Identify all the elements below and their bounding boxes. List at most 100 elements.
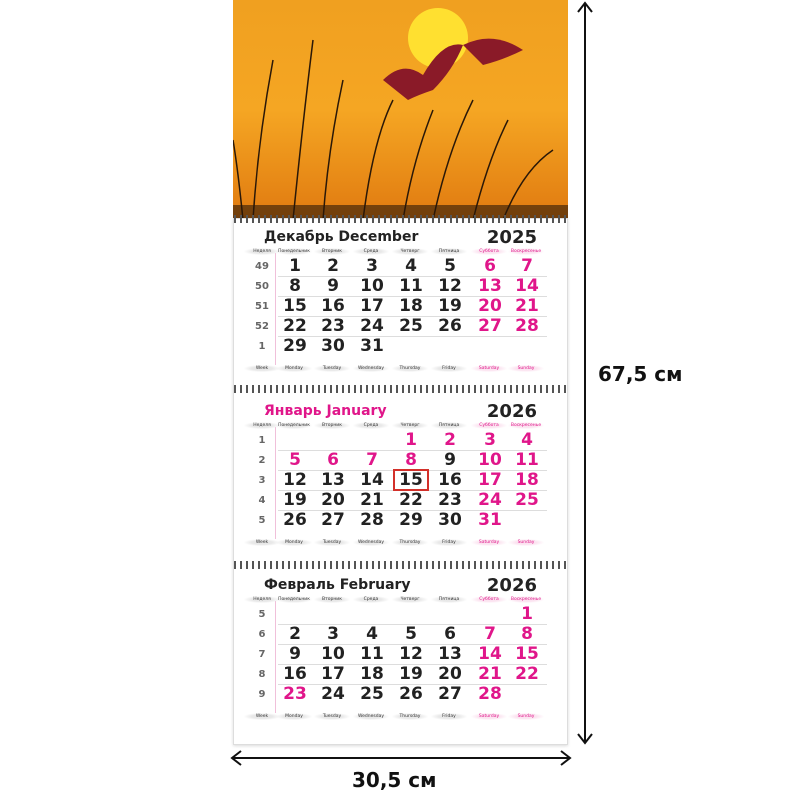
month-february: Февраль February 2026 Неделя Week Понедель… [234, 571, 567, 741]
weekday-label-en: Wednesday [353, 713, 389, 720]
row-divider [278, 664, 547, 665]
weekday-label-en: Week [244, 539, 280, 546]
week-number: 49 [255, 261, 269, 272]
weekday-label-en: Thursday [392, 539, 428, 546]
day-cell: 3 [366, 256, 378, 276]
weekday-label-en: Thursday [392, 713, 428, 720]
month-name: Декабрь December [264, 229, 419, 245]
weekday-label-en: Sunday [508, 365, 544, 372]
weekday-label-en: Monday [276, 539, 312, 546]
divider [275, 253, 276, 365]
spiral-binding [234, 215, 567, 223]
day-cell: 14 [515, 276, 539, 296]
day-cell: 4 [521, 430, 533, 450]
day-cell: 22 [399, 490, 423, 510]
day-cell: 17 [478, 470, 502, 490]
weekday-label-ru: Неделя [244, 248, 280, 255]
wall-calendar: Декабрь December 20 2 5 Неделя Week Понедель… [233, 215, 568, 745]
day-cell: 8 [289, 276, 301, 296]
day-cell: 7 [484, 624, 496, 644]
week-number: 3 [258, 475, 266, 486]
day-cell: 14 [478, 644, 502, 664]
month-january: Январь January 2026 Неделя Week Понедельни… [234, 397, 567, 567]
weekday-label-en: Friday [431, 713, 467, 720]
day-cell: 30 [321, 336, 345, 356]
weekday-label-en: Sunday [508, 539, 544, 546]
day-cell: 10 [478, 450, 502, 470]
divider [275, 601, 276, 713]
day-cell: 7 [366, 450, 378, 470]
day-cell: 27 [438, 684, 462, 704]
day-cell: 3 [484, 430, 496, 450]
day-cell: 12 [283, 470, 307, 490]
weekday-label-en: Saturday [471, 539, 507, 546]
weekday-label-en: Tuesday [314, 365, 350, 372]
day-cell: 6 [327, 450, 339, 470]
year: 2026 [486, 575, 537, 596]
row-divider [278, 644, 547, 645]
day-cell: 21 [478, 664, 502, 684]
day-cell: 3 [327, 624, 339, 644]
row-divider [278, 276, 547, 277]
day-cell: 15 [515, 644, 539, 664]
day-cell: 29 [399, 510, 423, 530]
day-cell: 2 [327, 256, 339, 276]
day-cell: 4 [405, 256, 417, 276]
row-divider [278, 684, 547, 685]
day-cell: 19 [438, 296, 462, 316]
weekday-label-ru: Понедельник [276, 596, 312, 603]
day-cell: 1 [521, 604, 533, 624]
day-cell: 11 [515, 450, 539, 470]
day-cell: 8 [405, 450, 417, 470]
day-cell: 14 [360, 470, 384, 490]
weekday-label-ru: Вторник [314, 422, 350, 429]
day-cell: 9 [289, 644, 301, 664]
weekday-label-en: Wednesday [353, 365, 389, 372]
day-cell: 23 [438, 490, 462, 510]
day-cell: 12 [438, 276, 462, 296]
month-name: Январь January [264, 403, 387, 419]
day-cell: 28 [478, 684, 502, 704]
day-cell: 18 [399, 296, 423, 316]
day-cell: 28 [360, 510, 384, 530]
weekday-label-en: Saturday [471, 713, 507, 720]
week-number: 9 [258, 689, 266, 700]
day-cell: 31 [360, 336, 384, 356]
weekday-label-ru: Вторник [314, 596, 350, 603]
row-divider [278, 336, 547, 337]
weekday-label-ru: Понедельник [276, 422, 312, 429]
weekday-label-ru: Вторник [314, 248, 350, 255]
day-cell: 28 [515, 316, 539, 336]
day-cell: 29 [283, 336, 307, 356]
day-cell: 21 [515, 296, 539, 316]
weekday-label-en: Friday [431, 365, 467, 372]
weekday-label-ru: Суббота [471, 596, 507, 603]
width-arrow [230, 750, 572, 766]
day-cell: 5 [444, 256, 456, 276]
day-cell: 17 [321, 664, 345, 684]
weekday-label-ru: Четверг [392, 422, 428, 429]
week-number: 1 [258, 341, 266, 352]
day-cell: 26 [438, 316, 462, 336]
day-cell: 24 [478, 490, 502, 510]
weekday-label-ru: Суббота [471, 422, 507, 429]
weekday-label-en: Tuesday [314, 713, 350, 720]
weekday-label-en: Sunday [508, 713, 544, 720]
day-cell: 22 [283, 316, 307, 336]
row-divider [278, 470, 547, 471]
divider [275, 427, 276, 539]
day-cell: 20 [478, 296, 502, 316]
day-cell: 26 [399, 684, 423, 704]
day-cell: 17 [360, 296, 384, 316]
day-cell: 16 [438, 470, 462, 490]
day-cell: 11 [360, 644, 384, 664]
row-divider [278, 624, 547, 625]
day-cell: 26 [283, 510, 307, 530]
row-divider [278, 316, 547, 317]
day-cell: 12 [399, 644, 423, 664]
day-cell: 13 [478, 276, 502, 296]
day-cell: 15 [283, 296, 307, 316]
spiral-binding [234, 561, 567, 569]
day-cell: 24 [321, 684, 345, 704]
day-cell: 2 [289, 624, 301, 644]
